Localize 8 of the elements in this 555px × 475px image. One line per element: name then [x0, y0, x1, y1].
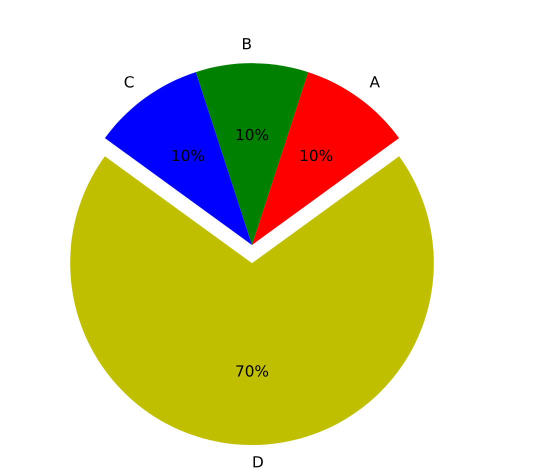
data-label: 70% — [236, 365, 268, 377]
data-label: 10% — [300, 150, 332, 162]
data-label: 10% — [236, 128, 268, 140]
data-label: 10% — [172, 150, 204, 162]
slice-label: D — [254, 456, 263, 468]
slice-label: B — [243, 38, 251, 50]
slice-label: A — [370, 76, 380, 88]
slice-label: C — [124, 76, 134, 88]
